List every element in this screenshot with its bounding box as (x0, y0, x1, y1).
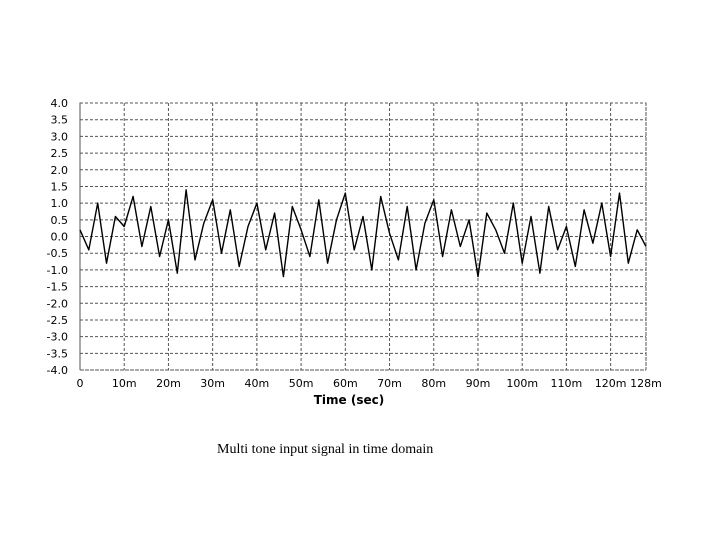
x-tick-label: 30m (200, 377, 225, 390)
x-tick-label: 100m (506, 377, 538, 390)
y-tick-label: -3.5 (47, 347, 68, 360)
signal-line-0 (79, 189, 647, 278)
y-tick-label: 3.0 (51, 130, 69, 143)
y-tick-label: -3.0 (47, 331, 68, 344)
y-tick-label: -1.0 (47, 264, 68, 277)
y-tick-label: 4.0 (51, 97, 69, 110)
x-tick-label: 70m (377, 377, 402, 390)
y-tick-label: 0.0 (51, 231, 69, 244)
x-tick-label: 50m (289, 377, 314, 390)
x-tick-label: 90m (466, 377, 491, 390)
x-tick-label: 120m (595, 377, 627, 390)
y-tick-label: 3.5 (51, 114, 69, 127)
x-tick-label: 40m (245, 377, 270, 390)
figure-caption: Multi tone input signal in time domain (217, 442, 434, 457)
y-tick-label: 1.5 (51, 180, 69, 193)
x-tick-label: 110m (551, 377, 583, 390)
y-tick-label: -4.0 (47, 364, 68, 377)
y-tick-label: 0.5 (51, 214, 69, 227)
y-tick-label: -2.0 (47, 297, 68, 310)
y-tick-labels: 4.0 3.5 3.0 2.5 2.0 1.5 1.0 0.5 0.0 -0.5 -1.0 -1.5 -… (47, 97, 68, 377)
y-tick-label: -0.5 (47, 247, 68, 260)
x-tick-label: 10m (112, 377, 137, 390)
y-tick-label: 2.0 (51, 164, 69, 177)
series-group (79, 189, 647, 278)
y-tick-label: -2.5 (47, 314, 68, 327)
plot-border (79, 102, 647, 371)
y-tick-label: 1.0 (51, 197, 69, 210)
x-tick-labels: 0 10m 20m 30m 40m 50m 60m 70m 80m 90m 100m 110m 120m… (77, 377, 662, 390)
grid (79, 102, 647, 371)
x-tick-label: 128m (630, 377, 662, 390)
x-tick-label: 60m (333, 377, 358, 390)
x-tick-label: 0 (77, 377, 84, 390)
x-axis-label: Time (sec) (314, 393, 384, 407)
y-tick-label: -1.5 (47, 281, 68, 294)
x-tick-label: 80m (421, 377, 446, 390)
y-tick-label: 2.5 (51, 147, 69, 160)
x-tick-label: 20m (156, 377, 181, 390)
